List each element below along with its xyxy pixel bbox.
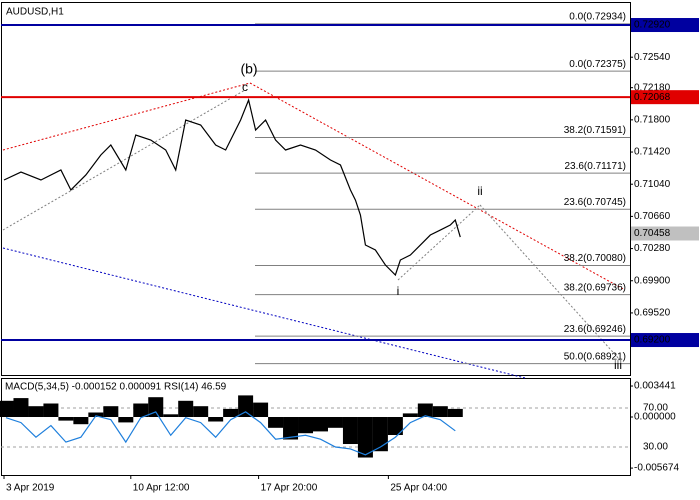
macd-bar (148, 397, 164, 418)
macd-bar (402, 413, 418, 418)
trend-line (479, 204, 621, 361)
macd-bar (88, 412, 104, 418)
price-label-box (631, 18, 699, 33)
y-tick-label: 0.003441 (634, 381, 676, 392)
y-tick-label: 0.69900 (634, 275, 671, 286)
y-tick-label: 0.72540 (634, 52, 671, 63)
macd-bar (73, 417, 89, 425)
macd-bar (223, 408, 239, 418)
macd-bar (312, 417, 328, 432)
y-tick-label: 0.71800 (634, 114, 671, 125)
macd-bar (193, 406, 209, 418)
macd-bar (43, 403, 59, 418)
macd-bar (387, 417, 403, 436)
macd-bar (0, 400, 14, 418)
wave-label: c (242, 80, 248, 94)
fib-label: 38.2(0.69736) (564, 282, 626, 293)
y-tick-label: 0.71420 (634, 147, 671, 158)
trend-lines (2, 82, 626, 379)
macd-bar (357, 417, 373, 458)
macd-bar (28, 406, 44, 418)
trend-line (249, 82, 626, 291)
trend-line (397, 204, 481, 281)
y-tick-label: 0.69520 (634, 308, 671, 319)
wave-label: ii (477, 184, 482, 198)
fib-label: 50.0(0.68921) (564, 351, 626, 362)
macd-bar (268, 417, 284, 428)
macd-bar (58, 417, 74, 421)
y-tick-label: 0.70280 (634, 243, 671, 254)
macd-bar (342, 417, 358, 445)
x-tick-label: 3 Apr 2019 (6, 483, 55, 494)
y-tick-label: 0.70660 (634, 211, 671, 222)
macd-bar (118, 417, 134, 423)
macd-bar (417, 403, 433, 418)
macd-bar (253, 402, 269, 418)
fib-label: 23.6(0.70745) (564, 197, 626, 208)
x-tick-label: 17 Apr 20:00 (261, 483, 318, 494)
price-label-box (631, 90, 699, 105)
trend-line (2, 89, 246, 231)
main-frame (1, 2, 631, 376)
macd-bar (163, 414, 179, 418)
price-line-series (3, 98, 461, 277)
wave-label: iii (614, 358, 622, 372)
price-label: 0.70458 (634, 228, 671, 239)
trend-line (2, 82, 251, 151)
macd-bar (372, 417, 388, 452)
fib-label: 0.0(0.72375) (569, 59, 626, 70)
wave-label: i (397, 284, 400, 298)
y-tick-label: 0.71040 (634, 179, 671, 190)
fib-label: 23.6(0.71171) (564, 161, 626, 172)
y-tick-label: -0.005674 (634, 463, 679, 474)
price-label: 0.72068 (634, 92, 671, 103)
y-tick-label: 0.72180 (634, 82, 671, 93)
price-label: 0.69200 (634, 335, 671, 346)
wave-label: (b) (240, 61, 257, 77)
macd-bar (447, 408, 463, 418)
x-tick-label: 10 Apr 12:00 (133, 483, 190, 494)
x-tick-label: 25 Apr 04:00 (390, 483, 447, 494)
macd-bar (327, 417, 343, 428)
fib-label: 23.6(0.69246) (564, 324, 626, 335)
price-line-series (5, 411, 456, 456)
y-tick-label: 0.000000 (634, 412, 676, 423)
indicator-frame (1, 378, 631, 476)
chart-title: AUDUSD,H1 (6, 7, 64, 18)
macd-bar (298, 417, 314, 434)
y2-tick-label: 30.00 (643, 442, 668, 453)
fib-label: 0.0(0.72934) (569, 11, 626, 22)
macd-bar (133, 403, 149, 418)
indicator-title: MACD(5,34,5) -0.000152 0.000091 RSI(14) … (5, 382, 227, 393)
price-label-box (631, 333, 699, 348)
fib-label: 38.2(0.70080) (564, 253, 626, 264)
macd-bar (13, 398, 29, 418)
price-label-box (631, 226, 699, 241)
macd-bar (178, 400, 194, 418)
price-label: 0.72920 (634, 20, 671, 31)
macd-bar (432, 406, 448, 418)
fib-label: 38.2(0.71591) (564, 125, 626, 136)
macd-bar (103, 406, 119, 418)
macd-bar (238, 395, 254, 418)
macd-bar (208, 417, 224, 422)
macd-bar (283, 417, 299, 440)
trend-line (2, 247, 526, 379)
y2-tick-label: 70.00 (643, 403, 668, 414)
